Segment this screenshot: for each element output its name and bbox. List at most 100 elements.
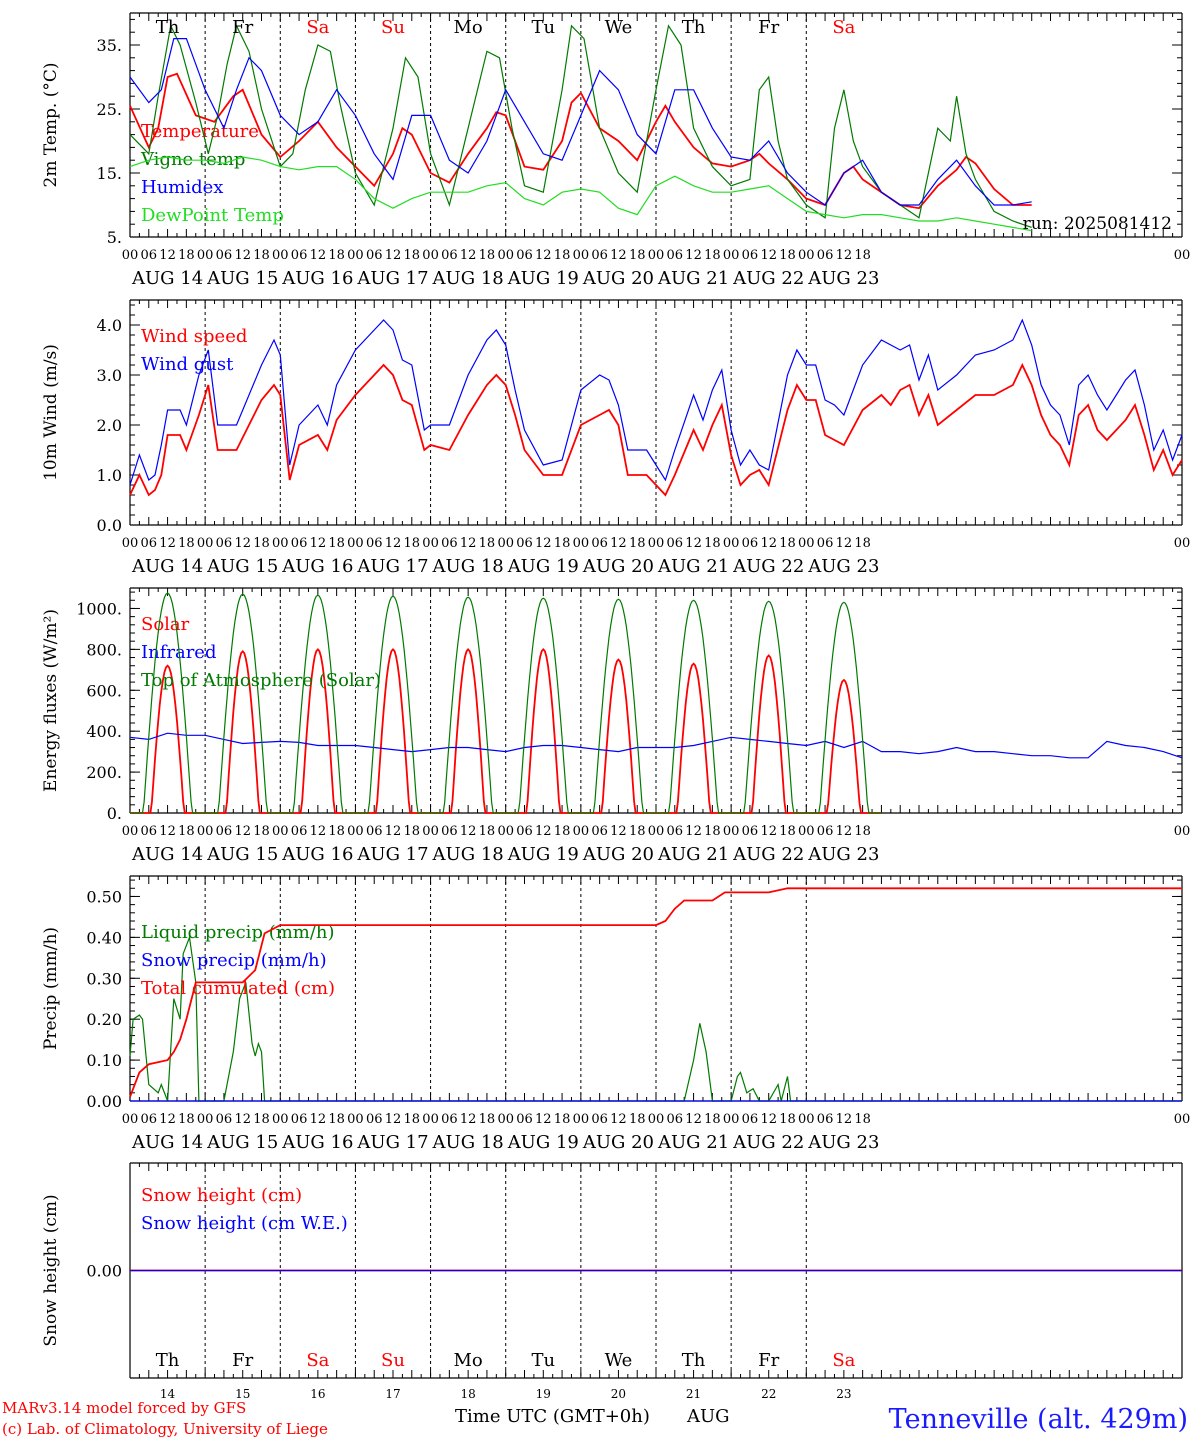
hour-tick-label: 06 bbox=[742, 536, 759, 551]
hour-tick-label: 12 bbox=[535, 248, 552, 263]
y-axis-label: 2m Temp. (°C) bbox=[41, 62, 61, 187]
date-label: AUG 16 bbox=[281, 1132, 353, 1153]
hour-tick-label: 00 bbox=[648, 824, 665, 839]
series-line-temperature bbox=[129, 72, 1032, 210]
hour-tick-label: 18 bbox=[178, 1112, 195, 1127]
hour-tick-label: 18 bbox=[479, 1112, 496, 1127]
hour-tick-label: 12 bbox=[610, 248, 627, 263]
date-label: AUG 14 bbox=[131, 844, 203, 865]
y-tick-label: 800. bbox=[86, 640, 122, 659]
hour-tick-label: 12 bbox=[159, 1112, 176, 1127]
date-label: AUG 15 bbox=[206, 268, 278, 289]
hour-tick-label: 06 bbox=[366, 248, 383, 263]
hour-tick-label: 06 bbox=[291, 824, 308, 839]
hour-tick-label: 00 bbox=[422, 248, 439, 263]
hour-tick-label: 12 bbox=[310, 248, 327, 263]
y-tick-label: 200. bbox=[86, 763, 122, 782]
hour-tick-label: 06 bbox=[216, 1112, 233, 1127]
hour-tick-label: 18 bbox=[253, 536, 270, 551]
hour-tick-label: 18 bbox=[328, 824, 345, 839]
hour-tick-label: 00 bbox=[422, 536, 439, 551]
hour-tick-label: 00 bbox=[122, 248, 139, 263]
hour-tick-label: 18 bbox=[178, 248, 195, 263]
y-tick-label: 400. bbox=[86, 722, 122, 741]
legend-entry: Liquid precip (mm/h) bbox=[141, 922, 335, 943]
date-label: AUG 22 bbox=[732, 844, 804, 865]
day-number-label: 20 bbox=[611, 1387, 626, 1401]
hour-tick-label: 00 bbox=[648, 536, 665, 551]
hour-tick-label: 18 bbox=[253, 248, 270, 263]
hour-tick-label: 00 bbox=[272, 536, 289, 551]
hour-tick-label: 18 bbox=[404, 1112, 421, 1127]
hour-tick-label: 06 bbox=[141, 824, 158, 839]
legend-entry: Top of Atmosphere (Solar) bbox=[141, 670, 381, 691]
hour-tick-label: 18 bbox=[328, 536, 345, 551]
hour-tick-label: 06 bbox=[667, 824, 684, 839]
run-label: run: 2025081412 bbox=[1023, 214, 1172, 234]
hour-tick-label: 18 bbox=[704, 824, 721, 839]
hour-tick-label: 12 bbox=[234, 536, 251, 551]
date-label: AUG 19 bbox=[507, 556, 579, 577]
hour-tick-label: 00 bbox=[573, 824, 590, 839]
hour-tick-label: 06 bbox=[817, 1112, 834, 1127]
hour-tick-label: 18 bbox=[779, 248, 796, 263]
series-line-infrared bbox=[129, 732, 1183, 759]
y-tick-label: 25. bbox=[97, 100, 122, 119]
weekday-label: Sa bbox=[832, 17, 855, 38]
y-tick-label: 35. bbox=[97, 36, 122, 55]
hour-tick-label: 12 bbox=[610, 1112, 627, 1127]
weekday-label: Th bbox=[682, 1350, 706, 1371]
hour-tick-label: 18 bbox=[779, 536, 796, 551]
weekday-label: Su bbox=[381, 17, 405, 38]
hour-tick-label: 12 bbox=[760, 536, 777, 551]
hour-tick-label: 18 bbox=[629, 536, 646, 551]
legend-entry: Snow height (cm) bbox=[141, 1185, 302, 1206]
hour-tick-label: 00 bbox=[272, 824, 289, 839]
hour-tick-label: 06 bbox=[141, 536, 158, 551]
hour-tick-label: 18 bbox=[854, 248, 871, 263]
legend-entry: Total cumulated (cm) bbox=[141, 978, 335, 999]
weekday-label: Fr bbox=[232, 17, 253, 38]
weekday-label: Fr bbox=[758, 17, 779, 38]
hour-tick-label: 18 bbox=[554, 536, 571, 551]
hour-tick-label: 06 bbox=[667, 248, 684, 263]
hour-tick-label: 00 bbox=[1174, 824, 1191, 839]
weekday-label: Tu bbox=[531, 1350, 555, 1371]
date-label: AUG 21 bbox=[657, 844, 729, 865]
hour-tick-label: 06 bbox=[742, 1112, 759, 1127]
weekday-label: Sa bbox=[306, 17, 329, 38]
date-label: AUG 17 bbox=[356, 268, 428, 289]
hour-tick-label: 06 bbox=[591, 248, 608, 263]
hour-tick-label: 06 bbox=[291, 248, 308, 263]
hour-tick-label: 06 bbox=[216, 248, 233, 263]
hour-tick-label: 18 bbox=[779, 1112, 796, 1127]
y-axis-label: Energy fluxes (W/m²) bbox=[41, 609, 61, 792]
series-line-top-of-atmosphere-solar bbox=[130, 592, 882, 814]
hour-tick-label: 00 bbox=[648, 248, 665, 263]
series-line-vigne-temp bbox=[129, 23, 1032, 228]
hour-tick-label: 12 bbox=[159, 248, 176, 263]
date-label: AUG 18 bbox=[432, 844, 504, 865]
date-label: AUG 23 bbox=[807, 556, 879, 577]
hour-tick-label: 18 bbox=[404, 536, 421, 551]
series-line-dewpoint-temp bbox=[129, 156, 1032, 232]
hour-tick-label: 18 bbox=[253, 824, 270, 839]
hour-tick-label: 18 bbox=[629, 824, 646, 839]
date-label: AUG 22 bbox=[732, 1132, 804, 1153]
hour-tick-label: 18 bbox=[704, 536, 721, 551]
hour-tick-label: 06 bbox=[216, 824, 233, 839]
date-label: AUG 21 bbox=[657, 556, 729, 577]
y-tick-label: 0. bbox=[107, 804, 122, 823]
hour-tick-label: 18 bbox=[253, 1112, 270, 1127]
y-tick-label: 4.0 bbox=[97, 316, 122, 335]
hour-tick-label: 12 bbox=[760, 1112, 777, 1127]
date-label: AUG 14 bbox=[131, 268, 203, 289]
day-number-label: 23 bbox=[836, 1387, 851, 1401]
date-label: AUG 22 bbox=[732, 556, 804, 577]
date-label: AUG 21 bbox=[657, 1132, 729, 1153]
hour-tick-label: 18 bbox=[779, 824, 796, 839]
day-number-label: 15 bbox=[235, 1387, 250, 1401]
hour-tick-label: 18 bbox=[328, 1112, 345, 1127]
hour-tick-label: 00 bbox=[122, 536, 139, 551]
